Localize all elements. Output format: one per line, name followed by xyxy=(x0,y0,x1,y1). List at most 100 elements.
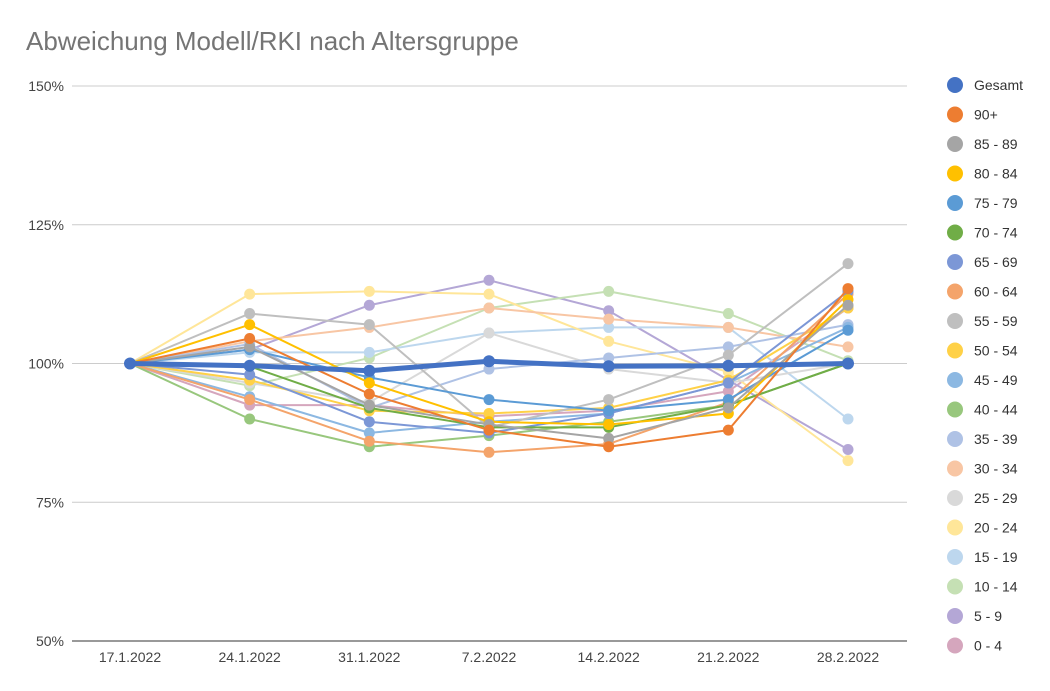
y-tick-label: 100% xyxy=(28,356,64,372)
data-point xyxy=(363,435,375,447)
legend-marker xyxy=(947,106,963,123)
legend-marker xyxy=(947,460,963,477)
legend-label: 60 - 64 xyxy=(974,284,1018,300)
data-point xyxy=(363,388,375,400)
data-point xyxy=(842,455,854,467)
legend-label: 10 - 14 xyxy=(974,579,1018,595)
data-point xyxy=(842,299,854,311)
data-point xyxy=(603,419,615,431)
legend-label: 55 - 59 xyxy=(974,313,1018,329)
legend-marker xyxy=(947,224,963,241)
legend-label: 0 - 4 xyxy=(974,638,1002,654)
data-point xyxy=(602,360,615,373)
series-lines xyxy=(124,258,854,467)
y-tick-label: 75% xyxy=(36,494,64,510)
legend-label: 25 - 29 xyxy=(974,490,1018,506)
data-point xyxy=(722,402,734,414)
data-point xyxy=(603,335,615,347)
legend-label: 35 - 39 xyxy=(974,431,1018,447)
data-point xyxy=(244,341,256,353)
chart-title: Abweichung Modell/RKI nach Altersgruppe xyxy=(26,26,519,56)
data-point xyxy=(603,432,615,444)
data-point xyxy=(483,446,495,458)
data-point xyxy=(603,321,615,333)
legend-marker xyxy=(947,283,963,300)
data-point xyxy=(722,377,734,389)
data-point xyxy=(842,341,854,353)
data-point xyxy=(244,288,256,300)
data-point xyxy=(363,399,375,411)
legend-label: 5 - 9 xyxy=(974,608,1002,624)
data-point xyxy=(244,394,256,406)
legend-marker xyxy=(947,195,963,211)
x-tick-label: 14.2.2022 xyxy=(578,649,640,665)
data-point xyxy=(483,327,495,339)
legend-label: 90+ xyxy=(974,107,998,123)
legend-marker xyxy=(947,490,963,506)
data-point xyxy=(244,369,256,381)
legend-label: 65 - 69 xyxy=(974,254,1018,270)
data-point xyxy=(244,308,256,320)
legend-label: 50 - 54 xyxy=(974,343,1018,359)
y-tick-label: 150% xyxy=(28,78,64,94)
data-point xyxy=(363,285,375,297)
data-point xyxy=(483,288,495,300)
data-point xyxy=(722,349,734,361)
x-tick-label: 17.1.2022 xyxy=(99,649,161,665)
data-point xyxy=(244,333,256,345)
x-axis-ticks: 17.1.2022 24.1.2022 31.1.2022 7.2.2022 14.2.… xyxy=(99,649,879,665)
legend-marker xyxy=(947,519,963,536)
y-tick-label: 50% xyxy=(36,633,64,649)
legend-label: 30 - 34 xyxy=(974,461,1018,477)
series-90 xyxy=(124,283,854,453)
legend-marker xyxy=(947,313,963,329)
legend-label: 75 - 79 xyxy=(974,195,1018,211)
data-point xyxy=(244,413,256,425)
legend-marker xyxy=(947,372,963,388)
data-point xyxy=(363,416,375,428)
data-point xyxy=(722,308,734,320)
data-point xyxy=(363,346,375,358)
legend-marker xyxy=(947,165,963,182)
data-point xyxy=(603,305,615,317)
legend-label: 15 - 19 xyxy=(974,549,1018,565)
data-point xyxy=(842,258,854,270)
data-point xyxy=(603,405,615,417)
x-tick-label: 28.2.2022 xyxy=(817,649,879,665)
legend-marker xyxy=(947,136,963,152)
data-point xyxy=(842,413,854,425)
data-point xyxy=(483,274,495,286)
data-point xyxy=(483,407,495,419)
data-point xyxy=(603,313,615,325)
data-point xyxy=(722,359,735,372)
data-point xyxy=(722,321,734,333)
data-point xyxy=(244,319,256,331)
y-tick-label: 125% xyxy=(28,217,64,233)
data-point xyxy=(842,324,854,336)
legend: Gesamt 90+ 85 - 89 80 - 84 75 - 79 70 - 74 65 … xyxy=(947,77,1023,654)
legend-marker xyxy=(947,608,963,624)
data-point xyxy=(603,441,615,453)
series-gesamt xyxy=(124,355,854,377)
x-tick-label: 31.1.2022 xyxy=(338,649,400,665)
data-point xyxy=(363,377,375,389)
data-point xyxy=(363,299,375,311)
data-point xyxy=(363,364,376,377)
legend-label: 40 - 44 xyxy=(974,402,1018,418)
data-point xyxy=(603,285,615,297)
legend-label: Gesamt xyxy=(974,77,1023,93)
x-tick-label: 24.1.2022 xyxy=(219,649,281,665)
legend-label: 70 - 74 xyxy=(974,225,1018,241)
legend-label: 45 - 49 xyxy=(974,372,1018,388)
legend-marker xyxy=(947,578,963,595)
data-point xyxy=(722,424,734,436)
legend-marker xyxy=(947,637,963,654)
data-point xyxy=(243,359,256,372)
data-point xyxy=(483,394,495,406)
data-point xyxy=(842,283,854,295)
legend-marker xyxy=(947,401,963,418)
legend-marker xyxy=(947,431,963,447)
data-point xyxy=(363,427,375,439)
data-point xyxy=(603,352,615,364)
